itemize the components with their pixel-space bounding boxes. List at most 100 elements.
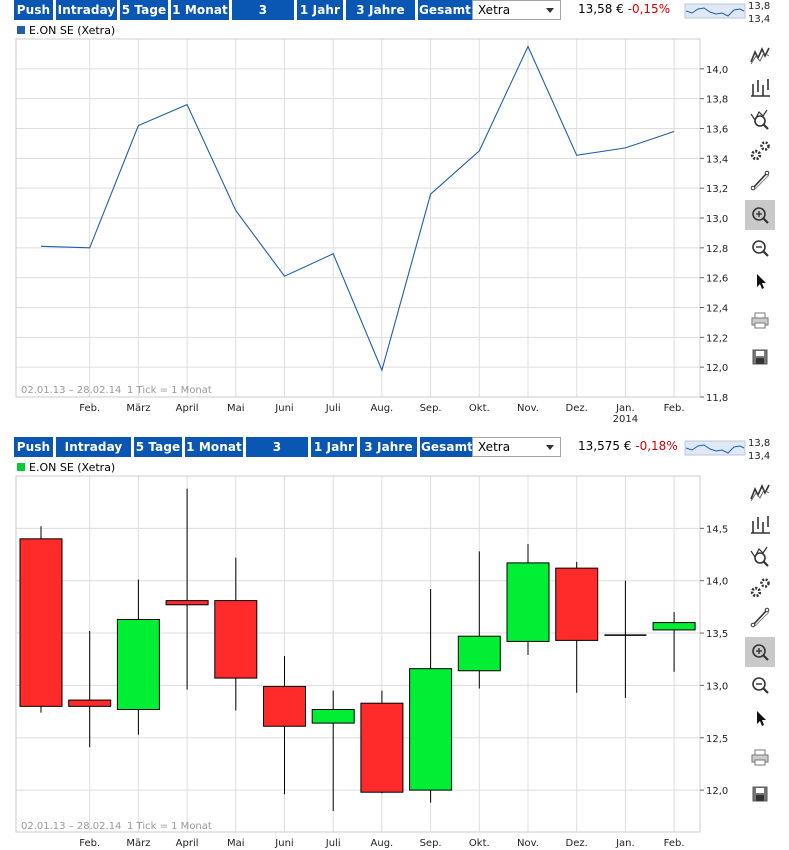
x-tick-label: Feb. xyxy=(664,403,685,414)
x-tick-label: April xyxy=(176,403,199,414)
tool-ohlc-button[interactable] xyxy=(745,72,775,102)
candle-body-down xyxy=(263,685,306,727)
tool-zoom-chart-button[interactable] xyxy=(745,104,775,134)
candle-body-down xyxy=(68,699,112,707)
x-tick-label: Nov. xyxy=(517,838,539,849)
y-tick-label: 12,2 xyxy=(706,333,728,344)
y-tick-label: 13,0 xyxy=(706,214,728,225)
y-tick-label: 13,6 xyxy=(706,125,728,136)
x-tick-label: Sep. xyxy=(420,403,442,414)
x-tick-label: April xyxy=(176,838,199,849)
candlestick-chart[interactable]: 14,5 14,0 13,5 13,0 12,5 12,0 Feb. März April Ma… xyxy=(0,437,745,850)
pointer-icon xyxy=(757,711,766,726)
exchange-select[interactable]: Xetra xyxy=(472,0,561,20)
draw-line-icon xyxy=(750,607,770,628)
x-tick-label: Juli xyxy=(325,838,341,849)
tool-zoom-out-button[interactable] xyxy=(745,670,775,700)
settings-icon xyxy=(750,578,770,598)
y-tick-label: 12,4 xyxy=(706,304,728,315)
save-icon xyxy=(752,786,768,802)
price-display: 13,575 € -0,18% xyxy=(578,439,678,453)
tool-pointer-button[interactable] xyxy=(745,703,775,733)
tool-zoom-in-button[interactable] xyxy=(745,637,775,667)
period-intraday-button[interactable]: Intraday xyxy=(56,0,117,20)
mini-label-low: 13,4 xyxy=(748,451,770,462)
tool-save-button[interactable] xyxy=(745,342,775,372)
date-range-note: 02.01.13 – 28.02.14 xyxy=(21,385,121,396)
period-1-jahr-button[interactable]: 1 Jahr xyxy=(311,437,357,457)
mini-label-low: 13,4 xyxy=(748,14,770,25)
tool-draw-line-button[interactable] xyxy=(745,165,775,195)
y-tick-label: 12,0 xyxy=(706,363,728,374)
tool-settings-button[interactable] xyxy=(745,135,775,165)
y-tick-label: 12,8 xyxy=(706,244,728,255)
x-tick-label: Jan. xyxy=(615,838,635,849)
tool-pointer-button[interactable] xyxy=(745,266,775,296)
exchange-select[interactable]: Xetra xyxy=(472,437,561,457)
y-tick-label: 14,5 xyxy=(706,524,728,535)
y-tick-label: 13,2 xyxy=(706,184,728,195)
tool-draw-line-button[interactable] xyxy=(745,602,775,632)
line-chart-icon xyxy=(750,47,770,65)
price-value: 13,575 € xyxy=(578,439,632,453)
x-tick-label: Aug. xyxy=(371,838,394,849)
period-5-tage-button[interactable]: 5 Tage xyxy=(134,437,182,457)
mini-chart[interactable]: 13,8 13,4 xyxy=(684,0,774,25)
mini-label-high: 13,8 xyxy=(748,1,770,12)
period-gesamt-button[interactable]: Gesamt xyxy=(418,0,472,20)
period-gesamt-button[interactable]: Gesamt xyxy=(420,437,474,457)
y-tick-label: 12,5 xyxy=(706,734,728,745)
period-5-tage-button[interactable]: 5 Tage xyxy=(120,0,168,20)
mini-label-high: 13,8 xyxy=(748,438,770,449)
candle-body-up xyxy=(506,562,550,642)
candle-body-up xyxy=(311,708,355,724)
period-push-button[interactable]: Push xyxy=(14,0,53,20)
mini-chart-line xyxy=(685,7,745,17)
y-tick-label: 14,0 xyxy=(706,577,728,588)
date-range-note: 02.01.13 – 28.02.14 xyxy=(21,821,121,832)
tool-print-button[interactable] xyxy=(745,742,775,772)
candle-body-down xyxy=(555,567,599,641)
y-tick-label: 13,0 xyxy=(706,681,728,692)
period-1-monat-button[interactable]: 1 Monat xyxy=(171,0,229,20)
tool-save-button[interactable] xyxy=(745,779,775,809)
tool-zoom-out-button[interactable] xyxy=(745,233,775,263)
print-icon xyxy=(751,312,769,329)
draw-line-icon xyxy=(750,170,770,191)
zoom-chart-icon xyxy=(750,109,769,130)
period-1-jahr-button[interactable]: 1 Jahr xyxy=(297,0,343,20)
save-icon xyxy=(752,349,768,365)
mini-chart-graphic: 13,8 13,4 xyxy=(684,1,770,25)
period-3-jahre-button[interactable]: 3 Jahre xyxy=(346,0,415,20)
line-chart-panel: Push Intraday 5 Tage 1 Monat 3 Monate 1 … xyxy=(0,0,775,437)
y-tick-label: 12,6 xyxy=(706,274,728,285)
period-3-monate-button[interactable]: 3 Monate xyxy=(232,0,294,37)
mini-chart[interactable]: 13,8 13,4 xyxy=(684,437,774,462)
period-push-button[interactable]: Push xyxy=(14,437,53,457)
x-tick-label: Juni xyxy=(274,403,293,414)
x-tick-label: Dez. xyxy=(566,838,588,849)
period-3-jahre-button[interactable]: 3 Jahre xyxy=(360,437,417,457)
x-tick-label: Sep. xyxy=(420,838,442,849)
tool-line-chart-button[interactable] xyxy=(745,477,775,507)
tool-print-button[interactable] xyxy=(745,305,775,335)
period-intraday-button[interactable]: Intraday xyxy=(56,437,131,457)
tool-zoom-in-button[interactable] xyxy=(745,200,775,230)
legend-label: E.ON SE (Xetra) xyxy=(29,461,116,474)
period-3-monate-button[interactable]: 3 Monate xyxy=(246,437,308,474)
x-tick-label: Mai xyxy=(227,838,245,849)
tool-line-chart-button[interactable] xyxy=(745,40,775,70)
x-tick-label: Juni xyxy=(274,838,293,849)
period-1-monat-button[interactable]: 1 Monat xyxy=(185,437,243,457)
tool-zoom-chart-button[interactable] xyxy=(745,541,775,571)
legend-swatch xyxy=(17,463,25,471)
line-chart[interactable]: 14,0 13,8 13,6 13,4 13,2 13,0 12,8 12,6 12,4 12,2… xyxy=(0,0,745,437)
series-line-eon xyxy=(40,45,675,372)
tool-ohlc-button[interactable] xyxy=(745,509,775,539)
exchange-value: Xetra xyxy=(478,440,511,454)
x-tick-label: Aug. xyxy=(371,403,394,414)
ohlc-icon xyxy=(751,79,770,97)
mini-chart-line xyxy=(685,444,745,454)
tool-settings-button[interactable] xyxy=(745,572,775,602)
y-tick-label: 14,0 xyxy=(706,65,728,76)
